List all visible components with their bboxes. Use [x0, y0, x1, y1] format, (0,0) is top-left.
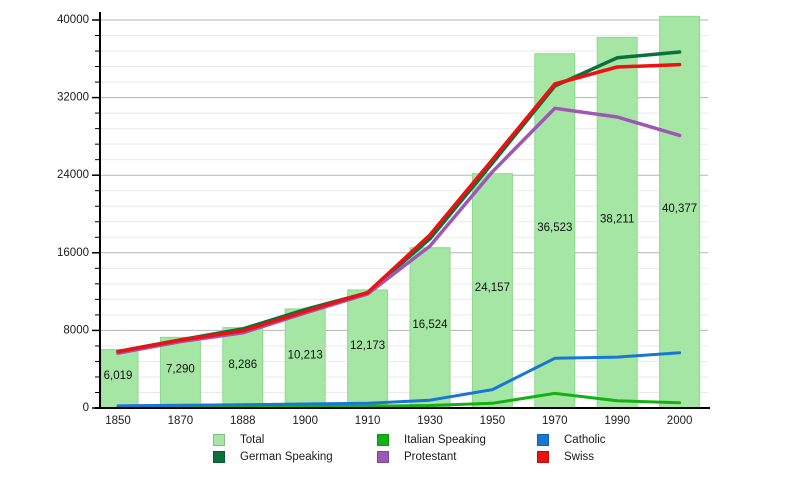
x-tick-label: 1888 [230, 415, 256, 427]
chart-plot-area: 6,019 7,290 8,286 10,213 12,173 16,524 24,157 3… [57, 12, 710, 427]
legend-label-german-speaking: German Speaking [240, 450, 333, 463]
x-tick-label: 1990 [604, 415, 630, 427]
x-tick-label: 1870 [168, 415, 194, 427]
legend-swatch-italian-speaking [377, 433, 389, 446]
legend-label-total: Total [240, 433, 265, 446]
y-tick-label: 40000 [57, 14, 89, 26]
series-line-german-speaking [116, 50, 682, 354]
legend-swatch-protestant [377, 450, 389, 463]
legend-item-italian-speaking: Italian Speaking [377, 431, 537, 448]
bar-value-label: 12,173 [350, 340, 385, 352]
bar-value-label: 7,290 [166, 364, 195, 376]
legend-item-german-speaking: German Speaking [213, 448, 377, 465]
bar-value-label: 38,211 [600, 214, 634, 226]
legend-label-catholic: Catholic [564, 433, 606, 446]
bar-value-label: 6,019 [104, 370, 133, 382]
legend-item-swiss: Swiss [537, 448, 667, 465]
series-line-protestant [116, 106, 682, 355]
x-tick-label: 1900 [292, 415, 318, 427]
bar-value-label: 16,524 [412, 319, 448, 331]
y-tick-label: 24000 [57, 169, 89, 181]
x-tick-label: 1950 [480, 415, 506, 427]
y-tick-label: 8000 [63, 324, 89, 336]
chart-legend: Total German Speaking Italian Speaking P… [213, 431, 667, 465]
y-tick-label: 16000 [57, 247, 89, 259]
bar-value-label: 40,377 [662, 203, 697, 215]
x-tick-label: 1970 [542, 415, 568, 427]
x-tick-label: 1910 [355, 415, 381, 427]
bar-value-label: 10,213 [288, 349, 323, 361]
total-bar [534, 53, 576, 409]
x-tick-label: 1930 [417, 415, 443, 427]
y-tick-label: 0 [83, 402, 89, 414]
total-bar [471, 173, 513, 409]
x-tick-label: 1850 [105, 415, 131, 427]
legend-swatch-swiss [537, 450, 549, 463]
legend-label-swiss: Swiss [564, 450, 595, 463]
legend-swatch-total [213, 433, 225, 446]
total-bar [347, 289, 389, 409]
series-line-swiss [116, 62, 682, 354]
bar-value-label: 24,157 [475, 282, 510, 294]
y-tick-label: 32000 [57, 92, 89, 104]
legend-swatch-german-speaking [213, 450, 225, 463]
legend-item-catholic: Catholic [537, 431, 667, 448]
legend-swatch-catholic [537, 433, 549, 446]
x-tick-label: 2000 [667, 415, 693, 427]
legend-item-total: Total [213, 431, 377, 448]
total-bar [284, 308, 326, 409]
legend-label-protestant: Protestant [404, 450, 457, 463]
total-bar [596, 36, 638, 409]
series-line-catholic [116, 351, 682, 408]
legend-label-italian-speaking: Italian Speaking [404, 433, 486, 446]
bar-value-label: 8,286 [228, 359, 257, 371]
legend-item-protestant: Protestant [377, 448, 537, 465]
bar-value-label: 36,523 [537, 222, 572, 234]
